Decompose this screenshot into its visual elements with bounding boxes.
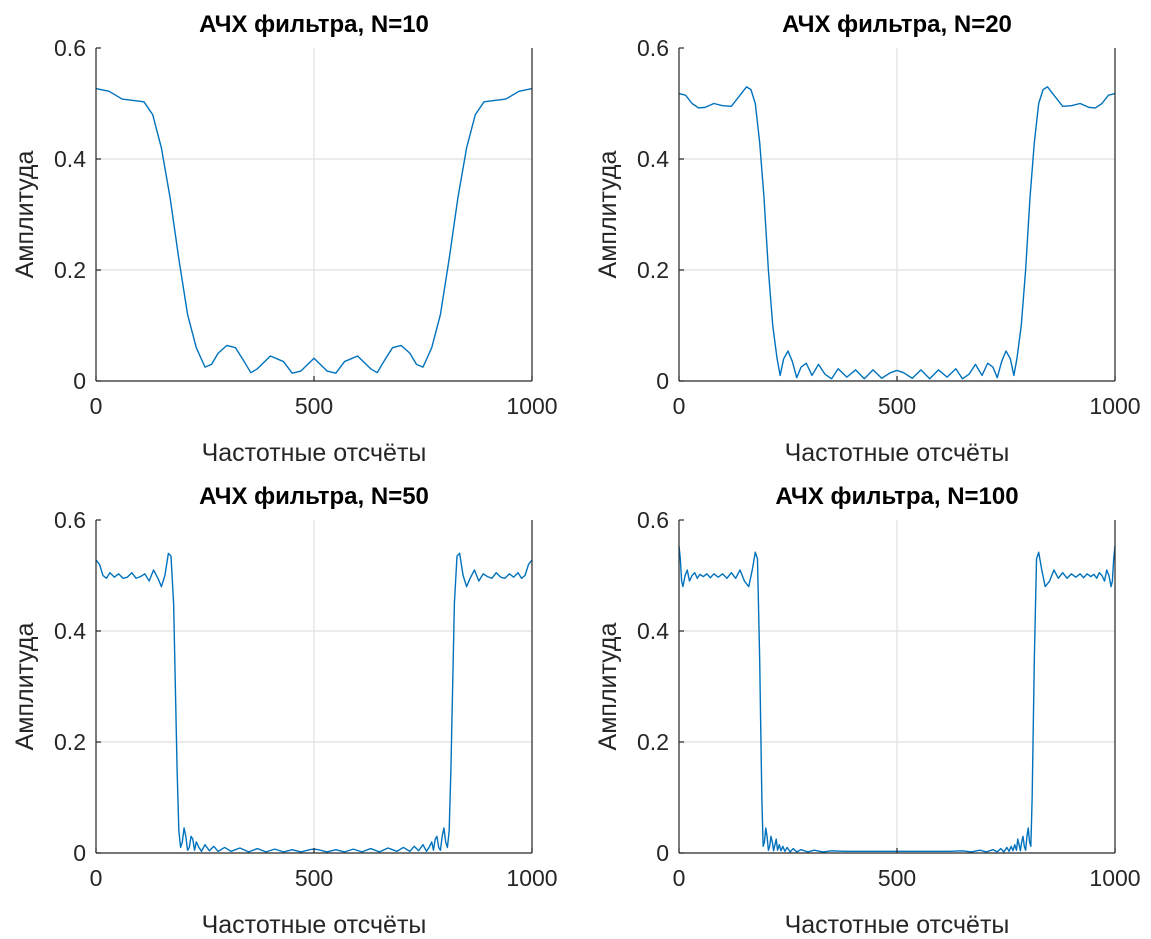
series-line bbox=[95, 87, 533, 374]
x-tick-label: 1000 bbox=[506, 393, 557, 419]
x-tick-label: 0 bbox=[90, 393, 103, 419]
x-tick-label: 0 bbox=[90, 865, 103, 891]
y-tick-label: 0.4 bbox=[54, 146, 86, 172]
y-tick-label: 0.2 bbox=[54, 257, 86, 283]
y-tick-label: 0.4 bbox=[637, 146, 669, 172]
x-tick-label: 500 bbox=[878, 393, 916, 419]
y-tick-label: 0 bbox=[656, 840, 669, 866]
y-tick-label: 0.4 bbox=[637, 618, 669, 644]
y-axis-label: Амплитуда bbox=[11, 150, 39, 278]
chart-panel-2: 0 500 1000 0 0.2 0.4 0.6 АЧХ фильтра, N=20 Часто… bbox=[594, 11, 1141, 467]
chart-title: АЧХ фильтра, N=100 bbox=[775, 483, 1018, 510]
x-axis-label: Частотные отсчёты bbox=[785, 439, 1010, 467]
y-tick-label: 0 bbox=[73, 840, 86, 866]
y-axis-label: Амплитуда bbox=[594, 622, 622, 750]
y-tick-label: 0.6 bbox=[54, 507, 86, 533]
y-tick-label: 0 bbox=[73, 368, 86, 394]
y-axis-label: Амплитуда bbox=[11, 622, 39, 750]
chart-title: АЧХ фильтра, N=20 bbox=[782, 11, 1012, 38]
chart-title: АЧХ фильтра, N=10 bbox=[199, 11, 429, 38]
chart-title: АЧХ фильтра, N=50 bbox=[199, 483, 429, 510]
y-tick-label: 0.6 bbox=[637, 507, 669, 533]
y-tick-label: 0.2 bbox=[54, 729, 86, 755]
series-line bbox=[678, 86, 1116, 380]
x-tick-label: 1000 bbox=[506, 865, 557, 891]
y-axis-label: Амплитуда bbox=[594, 150, 622, 278]
chart-panel-4: 0 500 1000 0 0.2 0.4 0.6 АЧХ фильтра, N=100 Част… bbox=[594, 483, 1141, 939]
y-tick-label: 0 bbox=[656, 368, 669, 394]
y-tick-label: 0.6 bbox=[637, 35, 669, 61]
x-tick-label: 0 bbox=[673, 865, 686, 891]
y-tick-label: 0.2 bbox=[637, 729, 669, 755]
x-tick-label: 1000 bbox=[1089, 393, 1140, 419]
y-tick-label: 0.4 bbox=[54, 618, 86, 644]
x-axis-label: Частотные отсчёты bbox=[202, 439, 427, 467]
y-tick-label: 0.6 bbox=[54, 35, 86, 61]
x-tick-label: 1000 bbox=[1089, 865, 1140, 891]
x-tick-label: 0 bbox=[673, 393, 686, 419]
x-tick-label: 500 bbox=[295, 865, 333, 891]
chart-panel-1: 0 500 1000 0 0.2 0.4 0.6 АЧХ фильтра, N=10 Часто… bbox=[11, 11, 558, 467]
x-axis-label: Частотные отсчёты bbox=[785, 911, 1010, 939]
chart-panel-3: 0 500 1000 0 0.2 0.4 0.6 АЧХ фильтра, N=50 Часто… bbox=[11, 483, 558, 939]
x-tick-label: 500 bbox=[878, 865, 916, 891]
y-tick-label: 0.2 bbox=[637, 257, 669, 283]
x-axis-label: Частотные отсчёты bbox=[202, 911, 427, 939]
x-tick-label: 500 bbox=[295, 393, 333, 419]
